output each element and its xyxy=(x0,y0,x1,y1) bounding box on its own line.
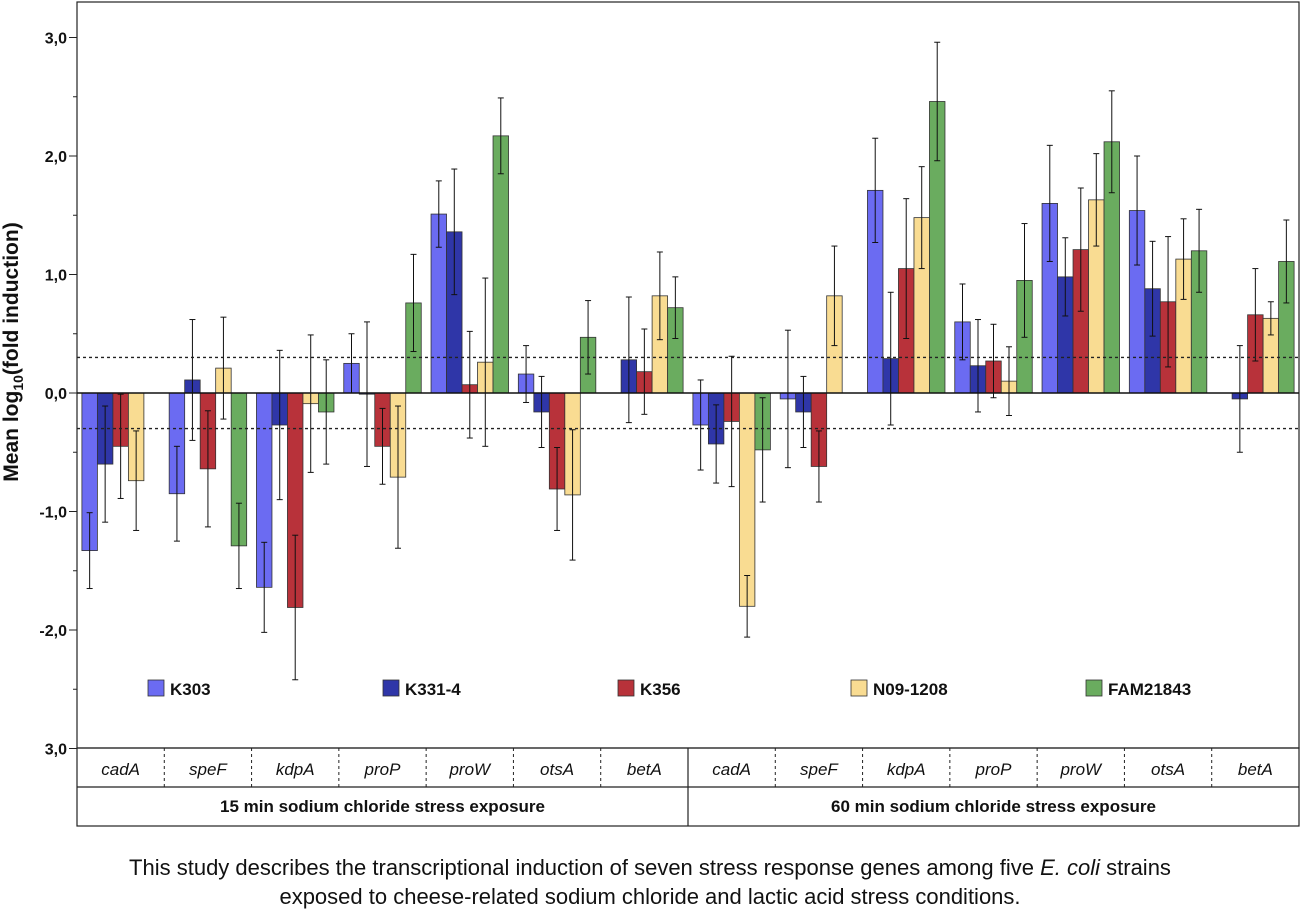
group-label: 15 min sodium chloride stress exposure xyxy=(220,797,545,816)
y-tick-label: 0,0 xyxy=(45,386,67,403)
category-label: cadA xyxy=(101,760,140,779)
category-label: betA xyxy=(1238,760,1273,779)
category-label: proW xyxy=(448,760,492,779)
legend-label: K331-4 xyxy=(405,680,461,699)
y-tick-label: 3,0 xyxy=(45,742,67,759)
legend-swatch xyxy=(147,679,165,697)
category-table: cadA speF kdpA proP proW otsA betA 15 min sodiu… xyxy=(76,747,1300,827)
group-label: 60 min sodium chloride stress exposure xyxy=(831,797,1156,816)
y-tick-label: -1,0 xyxy=(39,505,67,522)
legend-label: FAM21843 xyxy=(1108,680,1191,699)
bar xyxy=(492,135,509,394)
bars-layer xyxy=(81,41,1295,681)
caption-line-2: exposed to cheese-related sodium chlorid… xyxy=(279,884,1021,909)
caption-line-1-end: strains xyxy=(1100,855,1171,880)
category-label: cadA xyxy=(712,760,751,779)
category-label: speF xyxy=(800,760,839,779)
y-axis-label: Mean log10(fold induction) xyxy=(0,222,26,481)
caption-species: E. coli xyxy=(1040,855,1101,880)
category-label: otsA xyxy=(1151,760,1185,779)
legend-swatch xyxy=(850,679,868,697)
caption-line-1: This study describes the transcriptional… xyxy=(0,853,1300,882)
figure-caption: This study describes the transcriptional… xyxy=(0,853,1300,911)
chart: 3,0 2,0 1,0 0,0 -1,0 -2,0 3,0 K303 K331-4 K356 N0… xyxy=(0,1,1300,827)
category-label: speF xyxy=(189,760,228,779)
category-label: kdpA xyxy=(887,760,926,779)
bar xyxy=(738,392,756,607)
legend-label: K303 xyxy=(170,680,211,699)
legend-swatch xyxy=(382,679,400,697)
y-tick-label: 3,0 xyxy=(45,31,67,48)
y-axis-label-subscript: 10 xyxy=(10,375,26,391)
legend-swatch xyxy=(617,679,635,697)
y-tick-label: 2,0 xyxy=(45,149,67,166)
y-axis-label-tail: (fold induction) xyxy=(0,222,23,375)
y-tick-label: 1,0 xyxy=(45,268,67,285)
legend-label: K356 xyxy=(640,680,681,699)
category-label: proP xyxy=(975,760,1013,779)
legend-swatch xyxy=(1085,679,1103,697)
category-label: otsA xyxy=(540,760,574,779)
y-axis-label-main: Mean log xyxy=(0,391,23,482)
category-label: kdpA xyxy=(276,760,315,779)
category-label: proP xyxy=(364,760,402,779)
y-tick-label: -2,0 xyxy=(39,623,67,640)
legend: K303 K331-4 K356 N09-1208 FAM21843 xyxy=(147,679,1191,699)
caption-line-1-start: This study describes the transcriptional… xyxy=(129,855,1041,880)
legend-label: N09-1208 xyxy=(873,680,948,699)
category-label: proW xyxy=(1059,760,1103,779)
category-label: betA xyxy=(627,760,662,779)
